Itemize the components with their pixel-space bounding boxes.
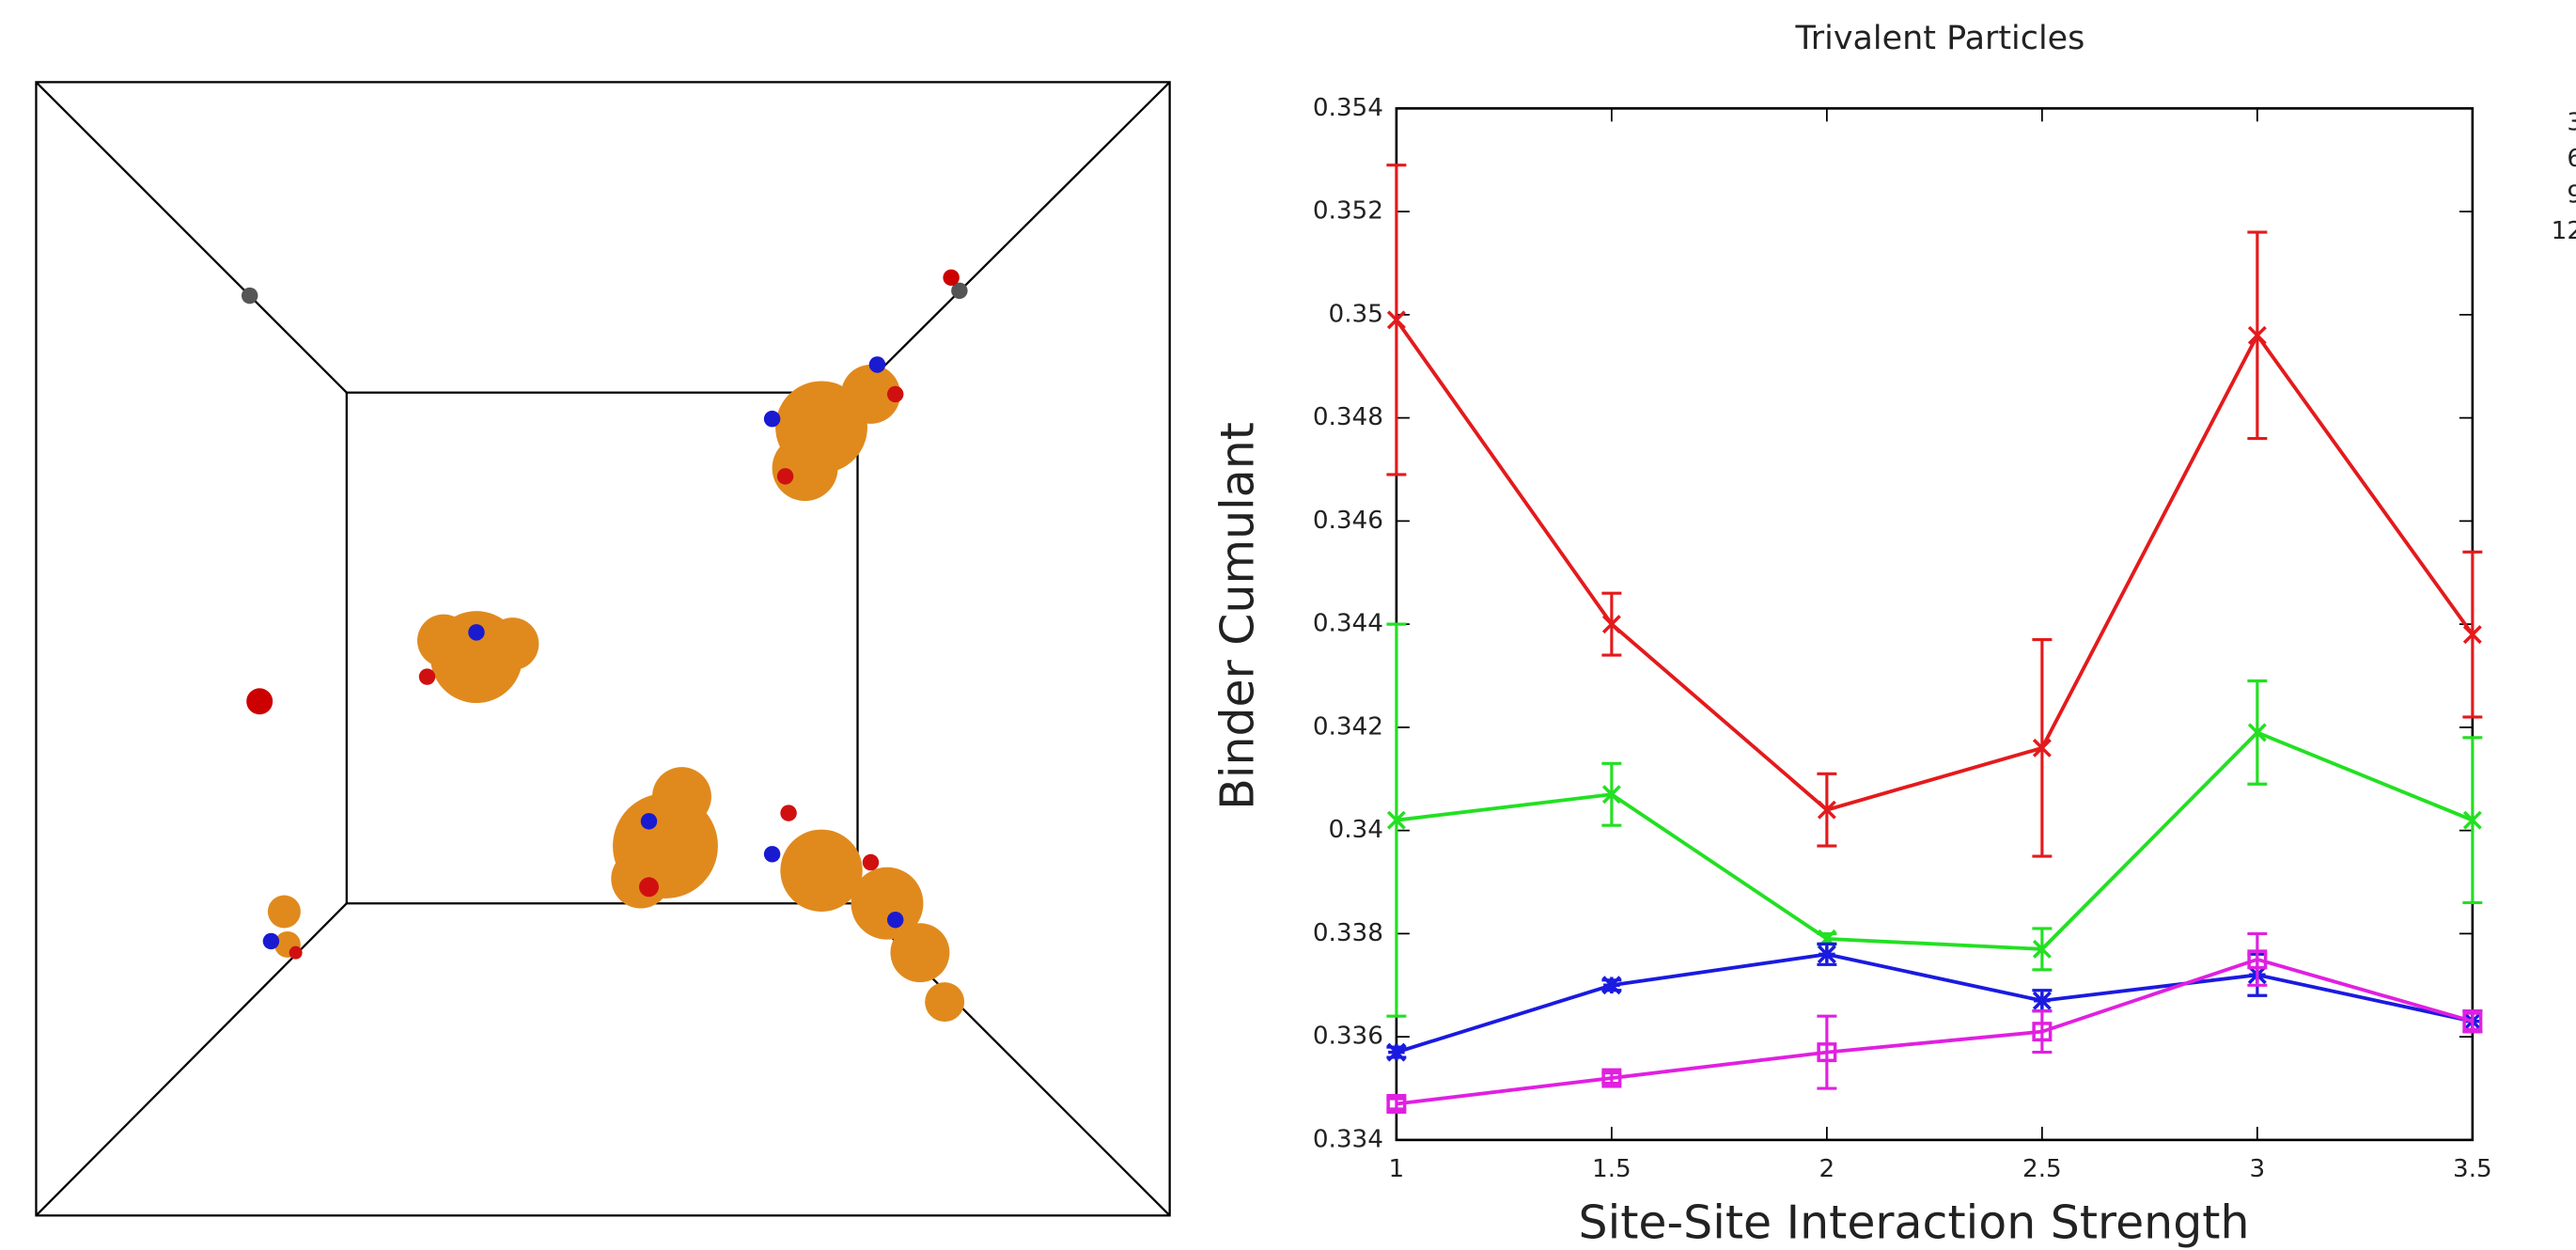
x-tick-label: 3.5 [2453, 1155, 2492, 1183]
y-tick-label: 0.336 [1313, 1023, 1383, 1051]
atom [246, 688, 273, 714]
data-point [1388, 1044, 1404, 1060]
legend-label: 9 [2567, 180, 2576, 209]
data-point [1603, 977, 1619, 993]
simulation-render [36, 82, 1169, 1215]
plot-area: 0.334 0.336 0.338 0.34 0.342 0.344 0.346 0.348 0… [1313, 94, 2576, 1183]
y-tick-label: 0.346 [1313, 507, 1383, 535]
atom [943, 270, 959, 286]
series-line [1397, 320, 2473, 809]
figure: Trivalent Particles Site-Site Interactio… [0, 0, 2576, 1250]
x-tick-label: 3 [2250, 1155, 2266, 1183]
box-edge [858, 82, 1170, 392]
particles [242, 270, 968, 1022]
page: {"chart_data": {"type": "line", "title":… [0, 0, 2576, 1250]
y-tick-label: 0.354 [1313, 94, 1383, 122]
series-line [1397, 954, 2473, 1052]
x-axis-label: Site-Site Interaction Strength [1579, 1195, 2250, 1249]
data-point [1819, 946, 1834, 962]
cluster [268, 365, 964, 1022]
x-tick-label: 1.5 [1592, 1155, 1631, 1183]
box-edge [36, 82, 346, 392]
atom [242, 288, 258, 304]
y-tick-label: 0.34 [1329, 816, 1383, 844]
x-tick-label: 1 [1389, 1155, 1405, 1183]
legend-label: 12 [2552, 217, 2576, 245]
legend-label: 3 [2567, 109, 2576, 137]
data-point [2034, 992, 2050, 1008]
y-tick-label: 0.35 [1329, 300, 1383, 328]
y-tick-label: 0.342 [1313, 712, 1383, 741]
y-tick-label: 0.338 [1313, 919, 1383, 947]
y-axis-label: Binder Cumulant [1210, 422, 1264, 810]
legend-label: 6 [2567, 145, 2576, 173]
series-line [1397, 732, 2473, 948]
series-line [1397, 960, 2473, 1104]
y-tick-label: 0.344 [1313, 610, 1383, 638]
chart-title: Trivalent Particles [1795, 20, 2085, 57]
x-tick-label: 2 [1819, 1155, 1835, 1183]
y-tick-label: 0.334 [1313, 1125, 1383, 1153]
y-tick-label: 0.348 [1313, 403, 1383, 431]
y-tick-label: 0.352 [1313, 197, 1383, 226]
x-tick-label: 2.5 [2022, 1155, 2062, 1183]
